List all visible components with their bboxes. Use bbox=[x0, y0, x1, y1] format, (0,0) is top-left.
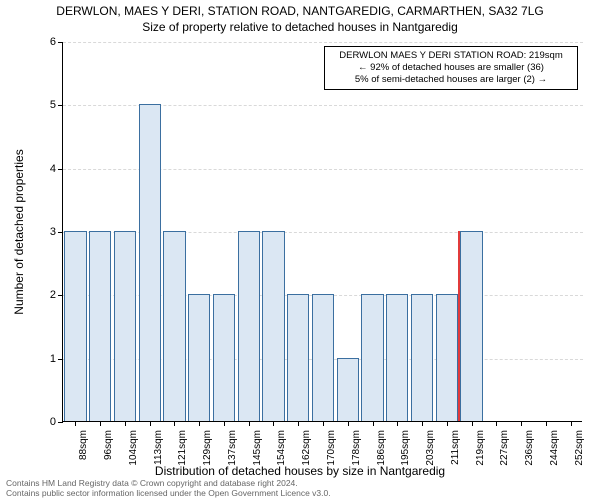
xtick-label: 227sqm bbox=[499, 430, 510, 466]
xtick-label: 244sqm bbox=[549, 430, 560, 466]
annotation-line-1: DERWLON MAES Y DERI STATION ROAD: 219sqm bbox=[329, 50, 573, 62]
xtick-mark bbox=[348, 421, 349, 426]
bar bbox=[262, 231, 284, 421]
xtick-label: 113sqm bbox=[153, 430, 164, 465]
xtick-mark bbox=[472, 421, 473, 426]
title-line-2: Size of property relative to detached ho… bbox=[0, 20, 600, 34]
xtick-mark bbox=[397, 421, 398, 426]
xtick-label: 154sqm bbox=[276, 430, 287, 466]
xtick-mark bbox=[100, 421, 101, 426]
x-axis-label: Distribution of detached houses by size … bbox=[0, 464, 600, 478]
xtick-mark bbox=[298, 421, 299, 426]
xtick-mark bbox=[323, 421, 324, 426]
bar bbox=[114, 231, 136, 421]
ytick-label: 6 bbox=[36, 36, 56, 48]
bar bbox=[386, 294, 408, 421]
plot-inner bbox=[62, 42, 582, 422]
xtick-label: 96sqm bbox=[103, 430, 114, 460]
xtick-mark bbox=[150, 421, 151, 426]
ytick-mark bbox=[58, 169, 63, 170]
annotation-line-2: ← 92% of detached houses are smaller (36… bbox=[329, 62, 573, 74]
bar bbox=[361, 294, 383, 421]
xtick-mark bbox=[521, 421, 522, 426]
xtick-label: 129sqm bbox=[202, 430, 213, 466]
xtick-mark bbox=[224, 421, 225, 426]
xtick-mark bbox=[546, 421, 547, 426]
bar bbox=[460, 231, 482, 421]
ytick-mark bbox=[58, 232, 63, 233]
bar bbox=[213, 294, 235, 421]
xtick-label: 203sqm bbox=[425, 430, 436, 466]
bar bbox=[312, 294, 334, 421]
ytick-mark bbox=[58, 42, 63, 43]
xtick-mark bbox=[199, 421, 200, 426]
ytick-label: 1 bbox=[36, 353, 56, 365]
bar bbox=[139, 104, 161, 421]
xtick-mark bbox=[447, 421, 448, 426]
xtick-mark bbox=[373, 421, 374, 426]
xtick-label: 104sqm bbox=[128, 430, 139, 466]
xtick-mark bbox=[496, 421, 497, 426]
annotation-line-3: 5% of semi-detached houses are larger (2… bbox=[329, 74, 573, 86]
ytick-label: 2 bbox=[36, 289, 56, 301]
footer-line-2: Contains public sector information licen… bbox=[6, 488, 331, 498]
ytick-mark bbox=[58, 295, 63, 296]
ytick-mark bbox=[58, 105, 63, 106]
xtick-label: 88sqm bbox=[78, 430, 89, 460]
xtick-label: 252sqm bbox=[574, 430, 585, 466]
xtick-label: 145sqm bbox=[252, 430, 263, 466]
bar bbox=[411, 294, 433, 421]
annotation-box: DERWLON MAES Y DERI STATION ROAD: 219sqm… bbox=[324, 46, 578, 90]
marker-line bbox=[458, 231, 460, 421]
ytick-label: 3 bbox=[36, 226, 56, 238]
bar bbox=[238, 231, 260, 421]
xtick-label: 236sqm bbox=[524, 430, 535, 466]
ytick-mark bbox=[58, 359, 63, 360]
xtick-label: 219sqm bbox=[475, 430, 486, 466]
xtick-mark bbox=[422, 421, 423, 426]
ytick-mark bbox=[58, 422, 63, 423]
bar bbox=[89, 231, 111, 421]
bar bbox=[163, 231, 185, 421]
xtick-mark bbox=[125, 421, 126, 426]
plot-area bbox=[62, 42, 582, 422]
footer-attribution: Contains HM Land Registry data © Crown c… bbox=[6, 478, 331, 498]
xtick-mark bbox=[571, 421, 572, 426]
xtick-label: 170sqm bbox=[326, 430, 337, 466]
title-line-1: DERWLON, MAES Y DERI, STATION ROAD, NANT… bbox=[0, 4, 600, 18]
bar bbox=[188, 294, 210, 421]
bar bbox=[287, 294, 309, 421]
xtick-mark bbox=[75, 421, 76, 426]
chart-container: DERWLON, MAES Y DERI, STATION ROAD, NANT… bbox=[0, 0, 600, 500]
xtick-mark bbox=[273, 421, 274, 426]
bar bbox=[337, 358, 359, 421]
xtick-label: 121sqm bbox=[177, 430, 188, 466]
xtick-label: 195sqm bbox=[400, 430, 411, 466]
xtick-label: 178sqm bbox=[351, 430, 362, 466]
xtick-label: 162sqm bbox=[301, 430, 312, 466]
xtick-label: 186sqm bbox=[376, 430, 387, 466]
bar bbox=[436, 294, 458, 421]
gridline bbox=[63, 42, 583, 43]
footer-line-1: Contains HM Land Registry data © Crown c… bbox=[6, 478, 331, 488]
xtick-mark bbox=[249, 421, 250, 426]
ytick-label: 4 bbox=[36, 163, 56, 175]
xtick-label: 137sqm bbox=[227, 430, 238, 466]
y-axis-label: Number of detached properties bbox=[12, 149, 26, 314]
bar bbox=[64, 231, 86, 421]
xtick-label: 211sqm bbox=[450, 430, 461, 465]
ytick-label: 0 bbox=[36, 416, 56, 428]
xtick-mark bbox=[174, 421, 175, 426]
ytick-label: 5 bbox=[36, 99, 56, 111]
